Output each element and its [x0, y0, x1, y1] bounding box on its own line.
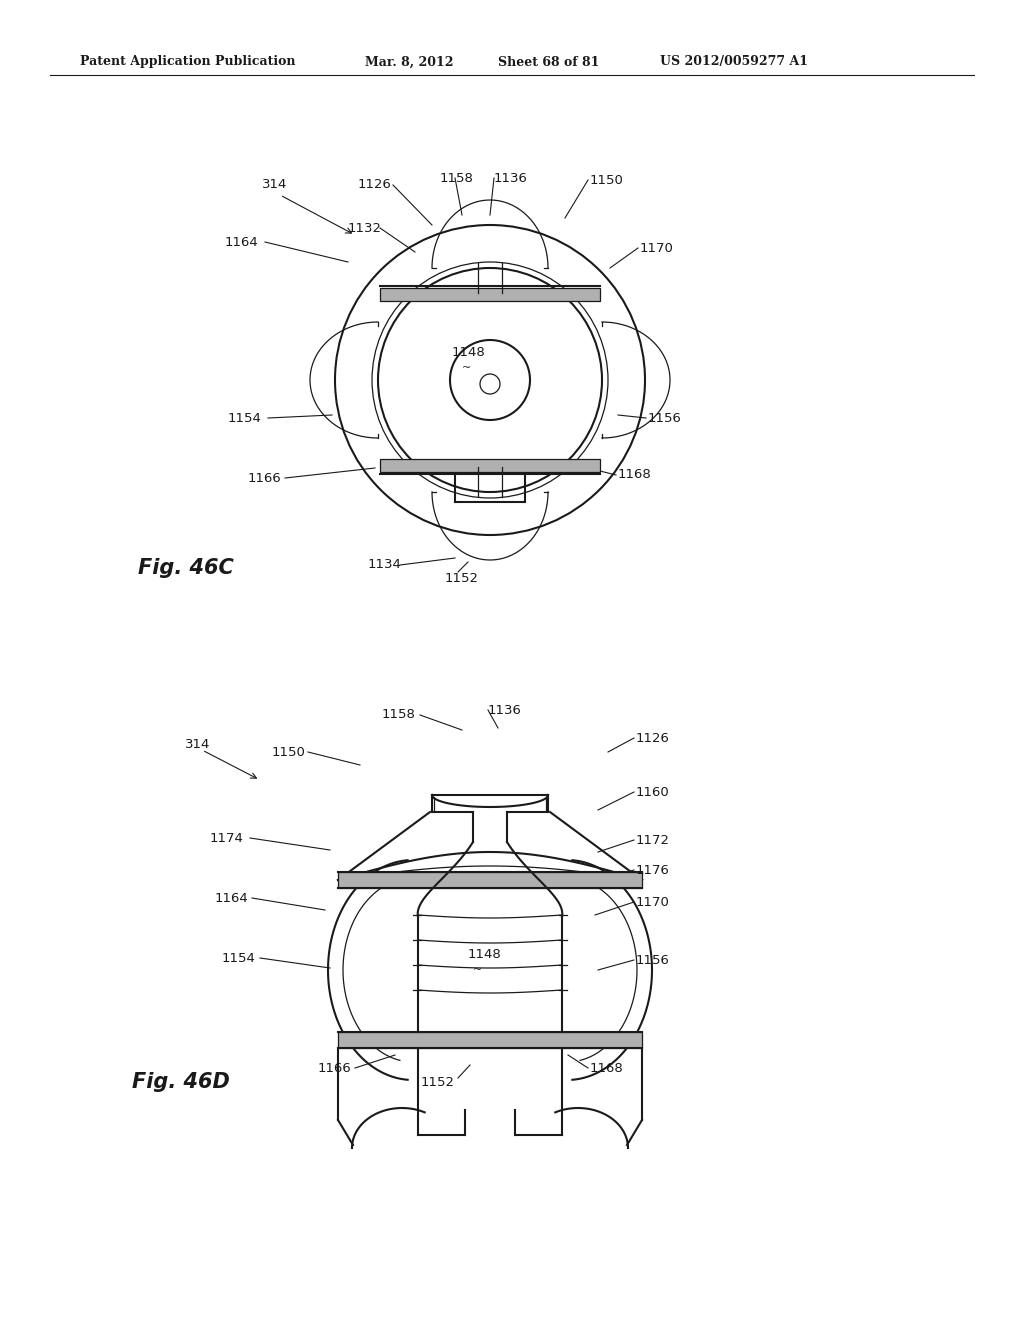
Text: US 2012/0059277 A1: US 2012/0059277 A1 [660, 55, 808, 69]
Text: 1152: 1152 [445, 572, 479, 585]
Text: 314: 314 [262, 178, 288, 191]
Text: 1170: 1170 [636, 895, 670, 908]
Text: 314: 314 [185, 738, 210, 751]
Text: 1148: 1148 [468, 949, 502, 961]
Text: Fig. 46D: Fig. 46D [132, 1072, 229, 1092]
Text: Patent Application Publication: Patent Application Publication [80, 55, 296, 69]
Text: 1148: 1148 [452, 346, 485, 359]
Text: 1136: 1136 [494, 172, 528, 185]
Bar [380, 459, 600, 471]
Text: 1164: 1164 [225, 235, 259, 248]
Text: 1126: 1126 [358, 178, 392, 191]
Text: 1172: 1172 [636, 833, 670, 846]
Text: 1132: 1132 [348, 222, 382, 235]
Text: 1166: 1166 [318, 1061, 352, 1074]
Text: 1170: 1170 [640, 242, 674, 255]
Text: 1134: 1134 [368, 558, 401, 572]
Text: 1126: 1126 [636, 731, 670, 744]
Text: Sheet 68 of 81: Sheet 68 of 81 [498, 55, 599, 69]
Text: 1150: 1150 [272, 746, 306, 759]
Text: 1168: 1168 [618, 469, 651, 482]
Text: ~: ~ [473, 965, 482, 975]
Text: Mar. 8, 2012: Mar. 8, 2012 [365, 55, 454, 69]
Text: Fig. 46C: Fig. 46C [138, 558, 233, 578]
Text: 1160: 1160 [636, 785, 670, 799]
Text: 1158: 1158 [440, 172, 474, 185]
Text: 1166: 1166 [248, 471, 282, 484]
Text: 1150: 1150 [590, 173, 624, 186]
Text: 1154: 1154 [228, 412, 262, 425]
Bar [338, 873, 642, 888]
Text: 1156: 1156 [648, 412, 682, 425]
Text: 1152: 1152 [421, 1076, 455, 1089]
Text: 1168: 1168 [590, 1061, 624, 1074]
Text: 1158: 1158 [382, 709, 416, 722]
Text: 1176: 1176 [636, 863, 670, 876]
Text: 1164: 1164 [215, 891, 249, 904]
Text: 1156: 1156 [636, 953, 670, 966]
Bar [380, 288, 600, 301]
Bar [338, 1032, 642, 1048]
Text: ~: ~ [462, 363, 471, 374]
Text: 1174: 1174 [210, 832, 244, 845]
Text: 1136: 1136 [488, 704, 522, 717]
Text: 1154: 1154 [222, 952, 256, 965]
